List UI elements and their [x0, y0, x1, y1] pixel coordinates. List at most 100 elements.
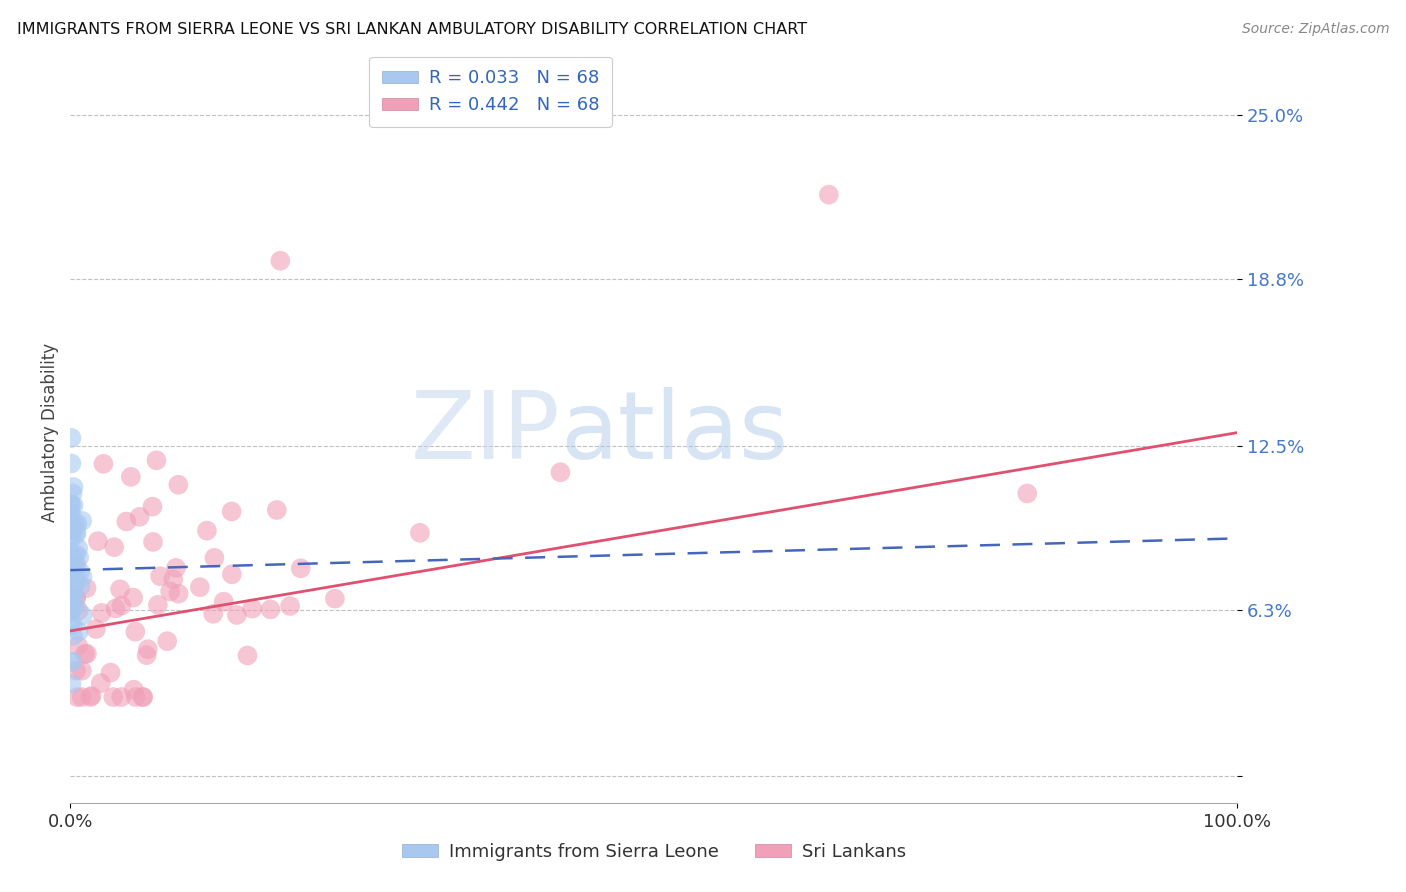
Point [66, 690, 89, 704]
Point [59, 557, 82, 571]
Point [60, 568, 83, 582]
Point [62, 586, 84, 600]
Point [62, 581, 84, 595]
Point [212, 595, 235, 609]
Point [60, 591, 83, 605]
Point [59, 618, 82, 632]
Point [87, 534, 110, 549]
Point [142, 535, 165, 549]
Point [76, 647, 98, 661]
Point [62, 486, 84, 500]
Point [67, 541, 90, 556]
Point [65, 591, 87, 606]
Point [65, 599, 87, 613]
Point [59, 553, 82, 567]
Point [323, 591, 346, 606]
Point [62, 617, 84, 632]
Point [70, 664, 93, 678]
Point [63, 559, 86, 574]
Point [110, 690, 132, 704]
Point [66, 516, 89, 531]
Point [60, 457, 83, 471]
Point [115, 515, 138, 529]
Point [103, 690, 125, 704]
Point [59, 586, 82, 600]
Point [135, 648, 157, 663]
Point [93, 457, 115, 471]
Point [159, 584, 181, 599]
Point [131, 690, 153, 704]
Point [62, 629, 84, 643]
Point [59, 606, 82, 620]
Point [236, 648, 259, 663]
Text: Source: ZipAtlas.com: Source: ZipAtlas.com [1241, 22, 1389, 37]
Legend: Immigrants from Sierra Leone, Sri Lankans: Immigrants from Sierra Leone, Sri Lankan… [395, 836, 912, 868]
Point [63, 552, 86, 566]
Point [67, 604, 90, 618]
Point [60, 563, 83, 577]
Point [240, 601, 263, 615]
Y-axis label: Ambulatory Disability: Ambulatory Disability [41, 343, 59, 522]
Point [70, 690, 93, 704]
Point [60, 586, 83, 600]
Point [65, 528, 87, 542]
Point [100, 665, 122, 680]
Point [60, 568, 83, 582]
Point [225, 607, 247, 622]
Point [63, 572, 86, 586]
Point [278, 599, 301, 613]
Point [65, 570, 87, 584]
Text: IMMIGRANTS FROM SIERRA LEONE VS SRI LANKAN AMBULATORY DISABILITY CORRELATION CHA: IMMIGRANTS FROM SIERRA LEONE VS SRI LANK… [17, 22, 807, 37]
Point [409, 525, 432, 540]
Point [73, 647, 96, 661]
Point [59, 545, 82, 559]
Point [62, 576, 84, 591]
Point [167, 587, 190, 601]
Point [60, 507, 83, 521]
Point [167, 477, 190, 491]
Point [124, 690, 146, 704]
Point [65, 524, 87, 539]
Point [70, 514, 93, 528]
Point [195, 524, 218, 538]
Point [62, 498, 84, 512]
Point [62, 574, 84, 589]
Text: atlas: atlas [561, 386, 789, 479]
Point [124, 624, 146, 639]
Point [60, 553, 83, 567]
Point [67, 639, 90, 653]
Point [65, 558, 87, 572]
Point [221, 567, 243, 582]
Point [62, 655, 84, 669]
Point [59, 552, 82, 566]
Point [67, 624, 90, 639]
Point [204, 550, 226, 565]
Point [156, 634, 179, 648]
Point [149, 569, 172, 583]
Point [65, 590, 87, 604]
Point [62, 523, 84, 537]
Point [110, 599, 132, 613]
Point [59, 605, 82, 619]
Point [60, 550, 83, 565]
Point [202, 607, 225, 621]
Point [60, 564, 83, 578]
Point [60, 677, 83, 691]
Point [79, 690, 101, 704]
Point [59, 516, 82, 531]
Point [65, 575, 87, 590]
Point [132, 690, 155, 704]
Point [60, 554, 83, 568]
Point [62, 566, 84, 581]
Point [60, 523, 83, 537]
Point [1017, 486, 1039, 500]
Point [122, 682, 145, 697]
Point [550, 465, 572, 479]
Point [221, 504, 243, 518]
Point [259, 602, 281, 616]
Point [59, 599, 82, 614]
Text: ZIP: ZIP [411, 386, 561, 479]
Point [141, 500, 163, 514]
Point [146, 598, 169, 612]
Point [122, 591, 145, 605]
